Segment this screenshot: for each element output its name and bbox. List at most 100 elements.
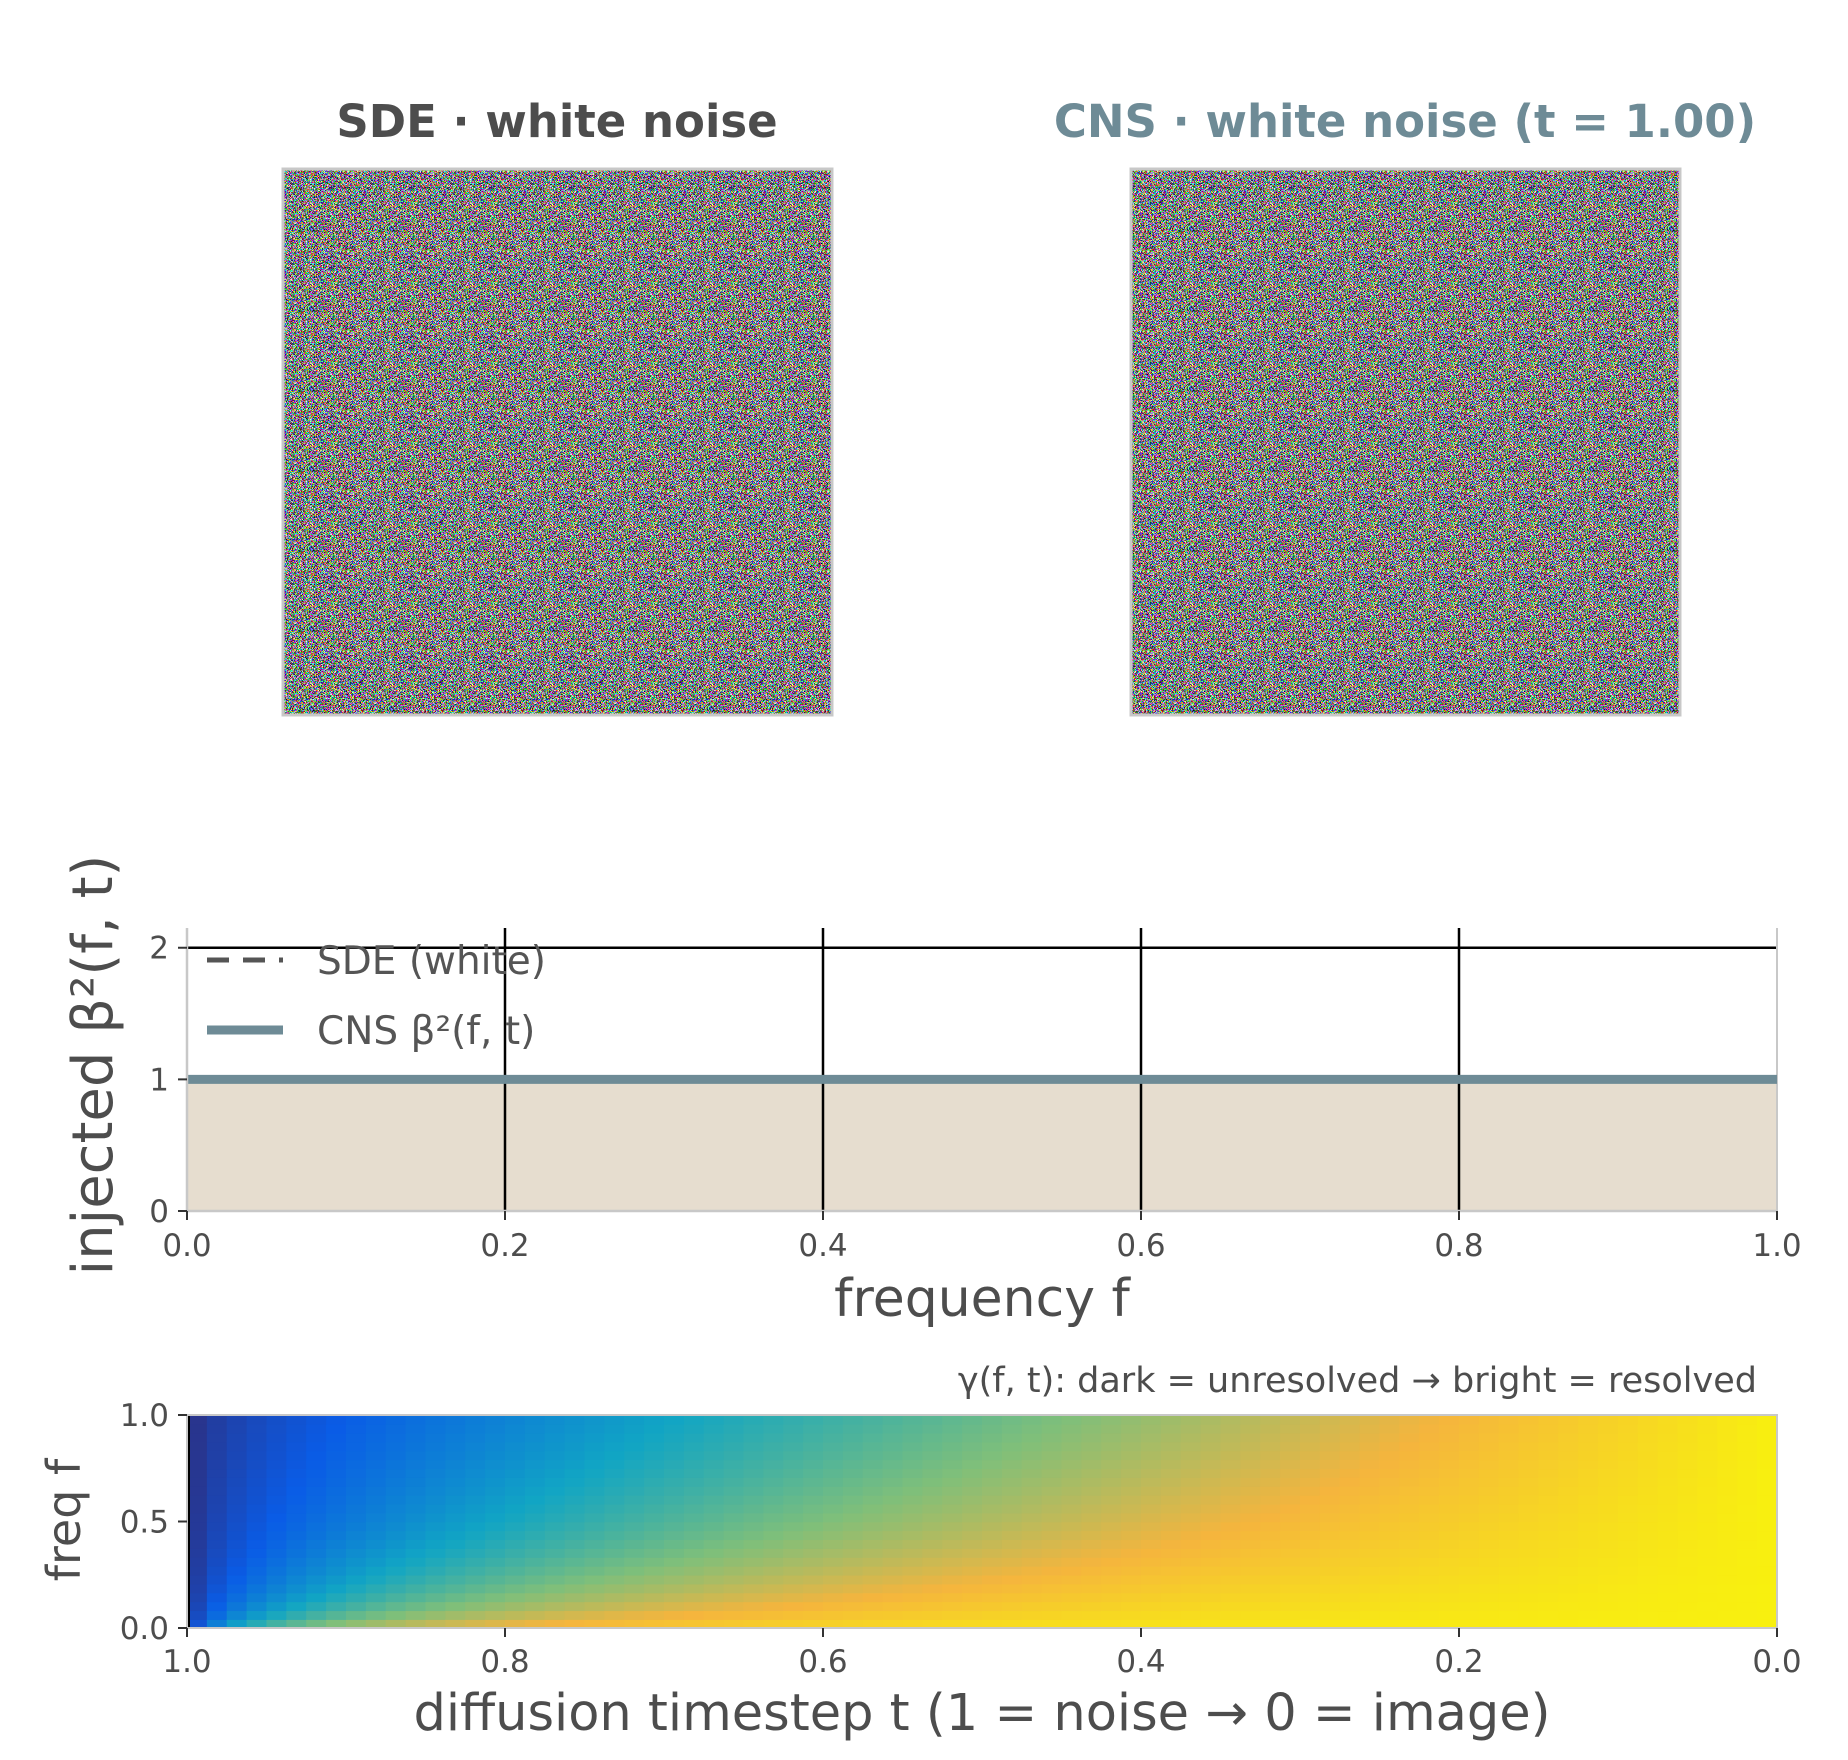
heatmap-cell: [1260, 1592, 1281, 1603]
heatmap-cell: [505, 1530, 526, 1541]
heatmap-cell: [445, 1468, 467, 1478]
heatmap-cell: [1419, 1521, 1440, 1532]
heatmap-cell: [624, 1565, 645, 1576]
heatmap-cell: [1737, 1601, 1758, 1612]
heatmap-cell: [1558, 1592, 1580, 1603]
heatmap-cell: [842, 1415, 864, 1425]
heatmap-cell: [1538, 1601, 1560, 1612]
heatmap-cell: [1359, 1619, 1381, 1628]
heatmap-cell: [286, 1601, 308, 1612]
heatmap-cell: [1538, 1423, 1560, 1434]
heatmap-cell: [1260, 1583, 1281, 1594]
heatmap-cell: [564, 1619, 586, 1628]
heatmap-cell: [1081, 1619, 1103, 1628]
heatmap-cell: [1280, 1441, 1301, 1452]
heatmap-cell: [1419, 1583, 1440, 1594]
heatmap-cell: [803, 1565, 824, 1576]
heatmap-cell: [1160, 1486, 1182, 1496]
heatmap-cell: [1618, 1530, 1639, 1541]
heatmap-cell: [1478, 1619, 1500, 1628]
heatmap-cell: [1339, 1486, 1361, 1496]
heatmap-cell: [1101, 1610, 1122, 1620]
heatmap-cell: [564, 1415, 586, 1425]
heatmap-cell: [1121, 1565, 1142, 1576]
heatmap-cell: [405, 1450, 427, 1461]
heatmap-cell: [465, 1512, 486, 1523]
heatmap-cell: [1717, 1432, 1739, 1443]
heatmap-cell: [1737, 1459, 1758, 1470]
heatmap-cell: [425, 1530, 447, 1541]
heatmap-cell: [564, 1432, 586, 1443]
heatmap-cell: [206, 1415, 228, 1425]
heatmap-cell: [1737, 1530, 1758, 1541]
heatmap-cell: [1200, 1486, 1222, 1496]
heatmap-cell: [1379, 1610, 1401, 1620]
heatmap-cell: [1697, 1583, 1719, 1594]
heatmap-cell: [982, 1450, 1003, 1461]
heatmap-cell: [723, 1601, 745, 1612]
heatmap-cell: [743, 1557, 765, 1567]
heatmap-cell: [1399, 1441, 1421, 1452]
heatmap-cell: [1717, 1494, 1739, 1505]
heatmap-cell: [1220, 1503, 1242, 1514]
heatmap-cell: [544, 1494, 566, 1505]
heatmap-cell: [1459, 1468, 1480, 1478]
heatmap-cell: [1538, 1583, 1560, 1594]
heatmap-cell: [962, 1459, 983, 1470]
heatmap-cell: [1558, 1610, 1580, 1620]
heatmap-cell: [1578, 1415, 1599, 1425]
heatmap-cell: [187, 1512, 208, 1523]
heatmap-cell: [1419, 1601, 1440, 1612]
heatmap-cell: [1180, 1468, 1202, 1478]
heatmap-cell: [1061, 1468, 1083, 1478]
heatmap-cell: [862, 1423, 884, 1434]
heatmap-cell: [425, 1415, 447, 1425]
heatmap-cell: [1220, 1432, 1242, 1443]
heatmap-cell: [1399, 1503, 1421, 1514]
heatmap-cell: [1041, 1477, 1063, 1487]
heatmap-cell: [882, 1512, 904, 1523]
heatmap-cell: [1717, 1565, 1739, 1576]
heatmap-cell: [1200, 1477, 1222, 1487]
heatmap-cell: [624, 1610, 645, 1620]
heatmap-cell: [683, 1619, 705, 1628]
heatmap-cell: [1538, 1574, 1560, 1585]
heatmap-cell: [1419, 1548, 1440, 1558]
heatmap-cell: [1697, 1415, 1719, 1425]
y-tick-label: 2: [149, 931, 169, 967]
heatmap-cell: [922, 1592, 944, 1603]
heatmap-cell: [1478, 1521, 1500, 1532]
heatmap-cell: [485, 1521, 506, 1532]
heatmap-cell: [1439, 1486, 1460, 1496]
heatmap-cell: [1558, 1415, 1580, 1425]
heatmap-cell: [1160, 1619, 1182, 1628]
heatmap-cell: [1439, 1415, 1460, 1425]
heatmap-cell: [1697, 1574, 1719, 1585]
heatmap-cell: [1697, 1557, 1719, 1567]
heatmap-cell: [306, 1610, 327, 1620]
heatmap-cell: [803, 1583, 824, 1594]
heatmap-cell: [763, 1423, 785, 1434]
heatmap-cell: [1637, 1486, 1659, 1496]
left-panel-title: SDE · white noise: [336, 95, 777, 148]
heatmap-cell: [664, 1548, 685, 1558]
heatmap-cell: [763, 1539, 785, 1549]
heatmap-cell: [1220, 1486, 1242, 1496]
heatmap-cell: [1001, 1565, 1023, 1576]
heatmap-cell: [1339, 1521, 1361, 1532]
heatmap-cell: [206, 1539, 228, 1549]
heatmap-cell: [425, 1539, 447, 1549]
heatmap-cell: [1121, 1619, 1142, 1628]
heatmap-cell: [385, 1512, 407, 1523]
heatmap-cell: [1141, 1494, 1162, 1505]
heatmap-cell: [266, 1548, 288, 1558]
heatmap-cell: [1141, 1557, 1162, 1567]
heatmap-cell: [723, 1459, 745, 1470]
heatmap-cell: [1757, 1450, 1777, 1461]
heatmap-cell: [1001, 1477, 1023, 1487]
heatmap-cell: [982, 1468, 1003, 1478]
heatmap-cell: [405, 1503, 427, 1514]
heatmap-cell: [326, 1503, 347, 1514]
heatmap-cell: [922, 1583, 944, 1594]
heatmap-cell: [1141, 1548, 1162, 1558]
